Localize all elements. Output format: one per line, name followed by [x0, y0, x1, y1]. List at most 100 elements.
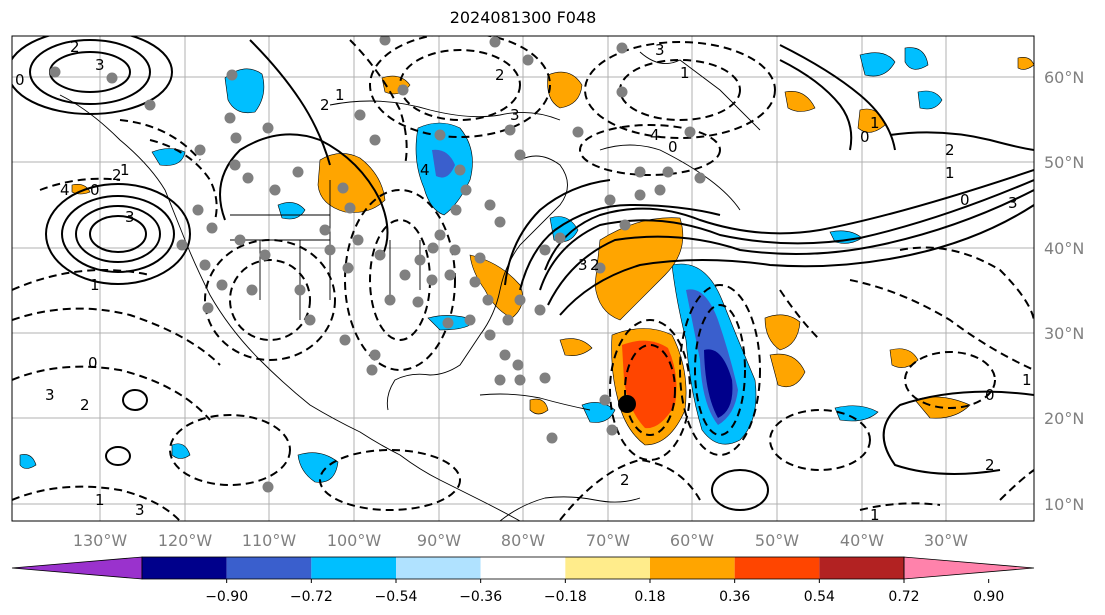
observation-dot [262, 122, 274, 134]
coastlines [59, 51, 761, 521]
observation-dots [49, 36, 706, 493]
contour-value-label: 2 [620, 471, 630, 489]
contour-value-label: 2 [590, 256, 600, 274]
orange-shade-region [559, 338, 593, 356]
observation-dot [324, 244, 336, 256]
observation-dot [206, 222, 218, 234]
observation-dot [259, 249, 271, 261]
contour-value-label: 1 [335, 86, 345, 104]
observation-dot [694, 172, 706, 184]
observation-dot [319, 224, 331, 236]
observation-dot [369, 349, 381, 361]
observation-dot [522, 54, 534, 66]
observation-dot [662, 166, 674, 178]
observation-dot [484, 329, 496, 341]
contour-value-label: 1 [90, 276, 100, 294]
observation-dot [539, 372, 551, 384]
contour-value-label: 1 [680, 64, 690, 82]
colorbar-tick-label: −0.18 [544, 589, 587, 605]
observation-dot [369, 134, 381, 146]
latitude-labels: 60°N 50°N 40°N 30°N 20°N 10°N [1044, 68, 1084, 514]
observation-dot [634, 166, 646, 178]
contour-value-label: 2 [70, 38, 80, 56]
colorbar-tick-label: −0.72 [290, 589, 333, 605]
colorbar-tick-label: −0.54 [375, 589, 418, 605]
observation-dot [494, 216, 506, 228]
observation-dot [226, 69, 238, 81]
observation-dot [684, 126, 696, 138]
longitude-labels: 130°W 120°W 110°W 100°W 90°W 80°W 70°W 60°W 50°W… [73, 531, 968, 550]
colorbar-segment [734, 557, 820, 579]
observation-dot [352, 234, 364, 246]
observation-dot [342, 262, 354, 274]
observation-dot [499, 349, 511, 361]
longitude-label: 110°W [242, 531, 297, 550]
blue-shade-region [19, 454, 37, 469]
contour-value-label: 3 [578, 256, 588, 274]
blue-shade-region [581, 402, 616, 423]
contour-lines [12, 36, 1034, 521]
observation-dot [106, 72, 118, 84]
contour-value-label: 2 [985, 456, 995, 474]
orange-shade-region [889, 348, 919, 368]
contour-value-label: 3 [510, 106, 520, 124]
observation-dot [482, 294, 494, 306]
observation-dot [229, 159, 241, 171]
contour-value-label: 3 [95, 56, 105, 74]
contour-value-label: 0 [15, 71, 25, 89]
contour-value-label: 1 [870, 506, 880, 524]
observation-dot [399, 269, 411, 281]
contour-value-label: 0 [860, 128, 870, 146]
observation-dot [502, 314, 514, 326]
longitude-label: 90°W [417, 531, 461, 550]
observation-dot [144, 99, 156, 111]
observation-dot [534, 304, 546, 316]
blue-shade-region [224, 68, 265, 114]
latitude-label: 20°N [1044, 409, 1084, 428]
observation-dot [454, 164, 466, 176]
observation-dot [514, 374, 526, 386]
longitude-label: 70°W [586, 531, 630, 550]
observation-dot [616, 42, 628, 54]
contour-value-label: 1 [95, 491, 105, 509]
latitude-label: 60°N [1044, 68, 1084, 87]
observation-dot [539, 244, 551, 256]
colorbar-tick-label: −0.90 [205, 589, 248, 605]
contour-value-label: 3 [45, 386, 55, 404]
longitude-label: 100°W [327, 531, 382, 550]
observation-dot [246, 284, 258, 296]
contour-value-label: 0 [88, 354, 98, 372]
orange-shade-region [1017, 57, 1034, 70]
colorbar-segment [311, 557, 396, 579]
observation-dot [489, 36, 501, 48]
observation-dot [474, 252, 486, 264]
observation-dot [294, 284, 306, 296]
blue-shade-region [704, 349, 733, 418]
observation-dot [604, 194, 616, 206]
contour-value-label: 0 [668, 138, 678, 156]
observation-dot [546, 432, 558, 444]
contour-value-label: 2 [112, 166, 122, 184]
longitude-label: 60°W [670, 531, 714, 550]
observation-dot [202, 302, 214, 314]
observation-dot [634, 189, 646, 201]
latitude-label: 30°N [1044, 324, 1084, 343]
contour-value-label: 3 [135, 501, 145, 519]
observation-dot [572, 126, 584, 138]
contour-value-label: 4 [60, 181, 70, 199]
contour-value-label: 1 [120, 161, 130, 179]
contour-value-label: 0 [960, 191, 970, 209]
orange-shade-region [529, 398, 549, 415]
colorbar-segment [819, 557, 904, 579]
observation-dot [484, 199, 496, 211]
contour-value-label: 2 [945, 141, 955, 159]
observation-dot [374, 249, 386, 261]
longitude-label: 30°W [924, 531, 968, 550]
observation-dot [397, 84, 409, 96]
orange-shade-region [317, 153, 386, 213]
longitude-label: 130°W [73, 531, 128, 550]
contour-value-label: 0 [90, 181, 100, 199]
observation-dot [337, 182, 349, 194]
observation-dot [216, 279, 228, 291]
